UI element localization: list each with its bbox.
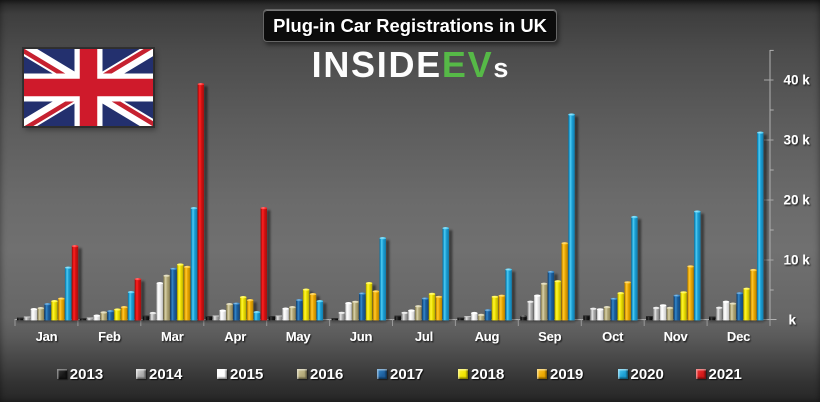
svg-text:Feb: Feb [98,329,121,344]
svg-text:Apr: Apr [224,329,246,344]
svg-text:Jun: Jun [350,329,373,344]
svg-text:Jul: Jul [415,329,433,344]
svg-text:Jan: Jan [36,329,58,344]
svg-text:10 k: 10 k [784,253,811,268]
svg-text:Aug: Aug [475,329,500,344]
svg-text:30 k: 30 k [784,133,811,148]
svg-text:40 k: 40 k [784,73,811,88]
svg-text:Mar: Mar [161,329,184,344]
svg-text:20 k: 20 k [784,193,811,208]
svg-text:Nov: Nov [664,329,689,344]
svg-text:k: k [789,313,797,328]
svg-text:Dec: Dec [727,329,750,344]
svg-text:May: May [286,329,312,344]
svg-text:Sep: Sep [538,329,562,344]
svg-text:Oct: Oct [602,329,624,344]
